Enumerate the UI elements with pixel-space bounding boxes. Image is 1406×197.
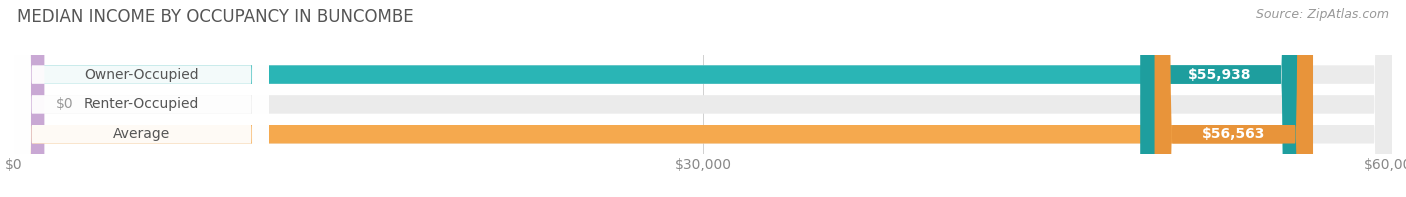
FancyBboxPatch shape: [14, 0, 1392, 197]
FancyBboxPatch shape: [14, 0, 1313, 197]
FancyBboxPatch shape: [14, 0, 269, 197]
Text: MEDIAN INCOME BY OCCUPANCY IN BUNCOMBE: MEDIAN INCOME BY OCCUPANCY IN BUNCOMBE: [17, 8, 413, 26]
FancyBboxPatch shape: [1154, 0, 1313, 197]
FancyBboxPatch shape: [14, 0, 1392, 197]
Text: Owner-Occupied: Owner-Occupied: [84, 68, 198, 82]
Text: Renter-Occupied: Renter-Occupied: [84, 97, 200, 112]
Text: Average: Average: [112, 127, 170, 141]
Text: $0: $0: [55, 97, 73, 112]
FancyBboxPatch shape: [14, 0, 269, 197]
FancyBboxPatch shape: [14, 0, 1392, 197]
Text: $55,938: $55,938: [1188, 68, 1251, 82]
FancyBboxPatch shape: [14, 0, 45, 197]
FancyBboxPatch shape: [14, 0, 269, 197]
FancyBboxPatch shape: [1140, 0, 1299, 197]
Text: $56,563: $56,563: [1202, 127, 1265, 141]
FancyBboxPatch shape: [14, 0, 1299, 197]
Text: Source: ZipAtlas.com: Source: ZipAtlas.com: [1256, 8, 1389, 21]
